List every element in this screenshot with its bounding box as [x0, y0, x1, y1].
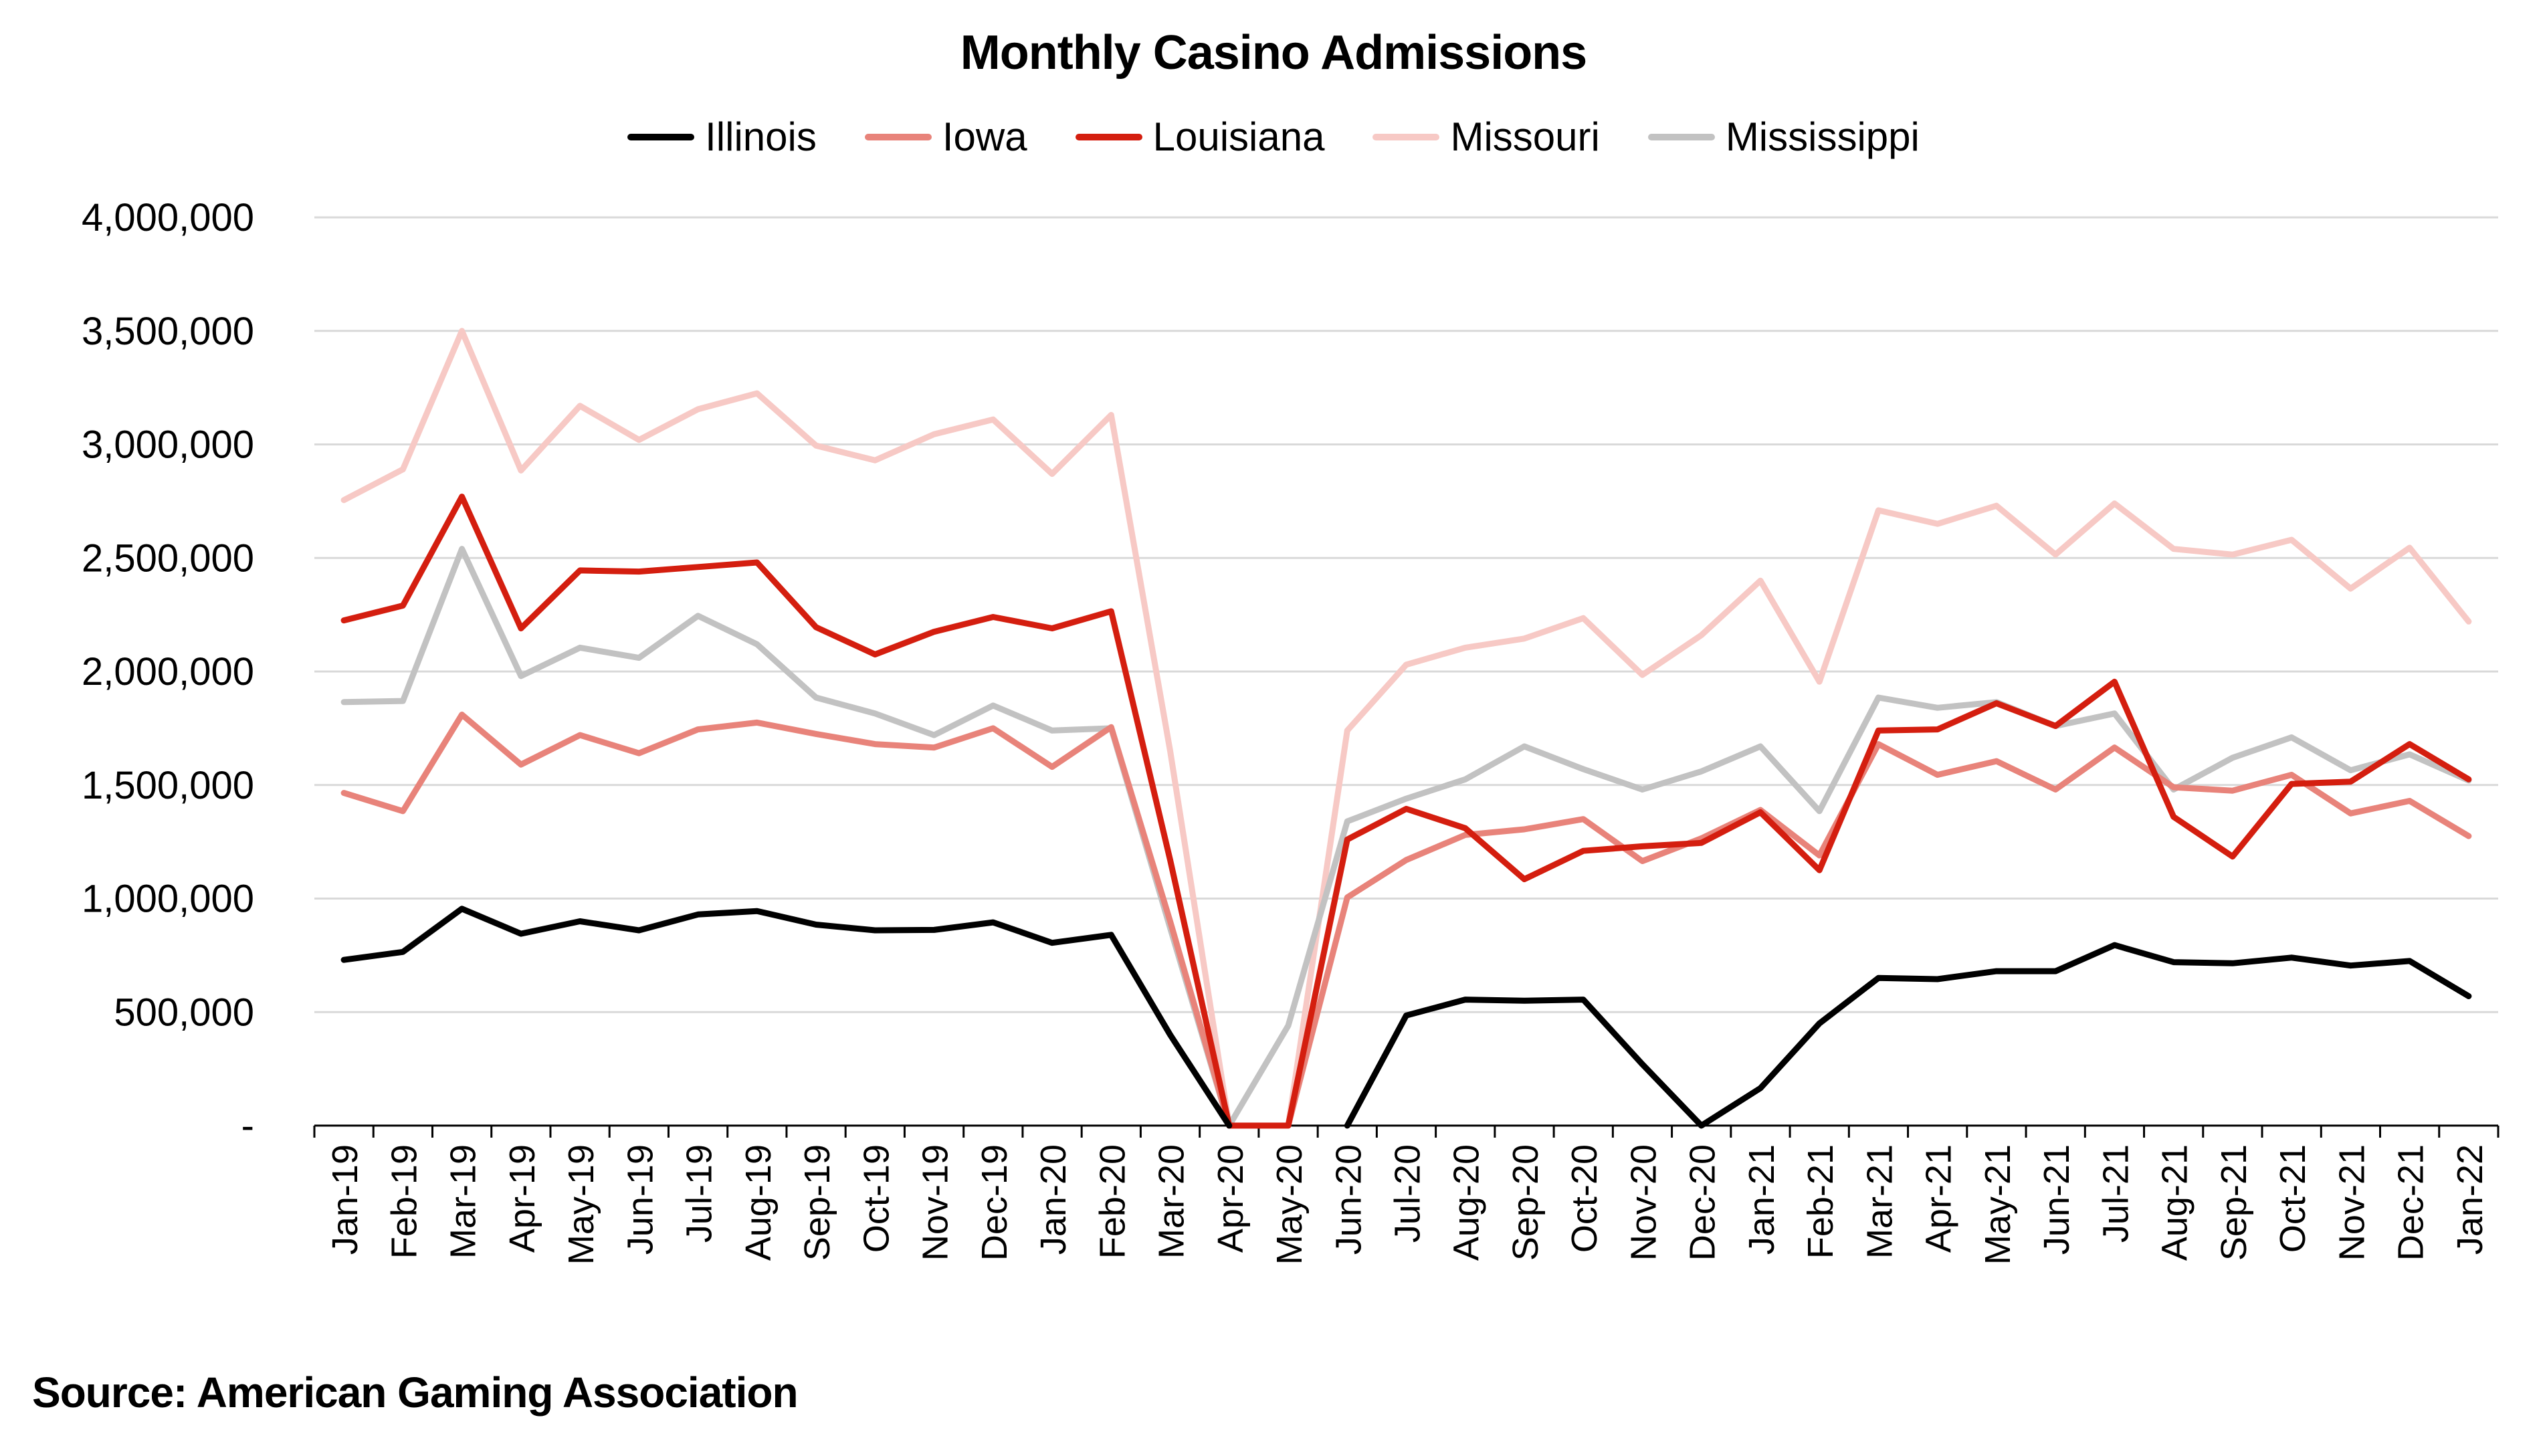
series-line-illinois: [340, 906, 2472, 1129]
chart-title: Monthly Casino Admissions: [960, 26, 1587, 80]
legend-swatch-iowa: [864, 133, 932, 140]
x-tick-label: Mar-21: [1859, 1144, 1900, 1259]
x-tick-label: May-20: [1269, 1144, 1310, 1265]
x-tick-label: Sep-20: [1506, 1144, 1546, 1261]
x-tick-label: Mar-19: [443, 1144, 484, 1259]
x-tick-label: Apr-21: [1919, 1144, 1959, 1253]
x-tick-label: Jul-21: [2096, 1144, 2136, 1243]
x-tick-label: Jan-21: [1742, 1144, 1782, 1255]
legend-label-illinois: Illinois: [705, 114, 817, 159]
x-tick-label: Apr-20: [1211, 1144, 1251, 1253]
legend-item-illinois: Illinois: [627, 114, 817, 160]
y-tick-label: 3,000,000: [82, 423, 254, 467]
legend-item-louisiana: Louisiana: [1075, 114, 1325, 160]
y-tick-label: 1,500,000: [82, 764, 254, 807]
x-tick-label: Aug-21: [2155, 1144, 2195, 1261]
x-tick-label: Nov-21: [2332, 1144, 2372, 1261]
x-tick-label: Aug-19: [738, 1144, 779, 1261]
legend-swatch-illinois: [627, 133, 695, 140]
x-tick-label: Jan-22: [2450, 1144, 2490, 1255]
x-tick-label: Oct-19: [856, 1144, 896, 1253]
x-tick-label: Aug-20: [1447, 1144, 1487, 1261]
x-tick-label: Dec-19: [975, 1144, 1015, 1261]
x-tick-label: May-19: [561, 1144, 601, 1265]
y-tick-label: 3,500,000: [82, 310, 254, 353]
x-tick-label: Jul-19: [680, 1144, 720, 1243]
legend-label-missouri: Missouri: [1450, 114, 1600, 159]
x-tick-label: Feb-19: [384, 1144, 424, 1259]
x-tick-label: Dec-20: [1683, 1144, 1723, 1261]
legend-item-missouri: Missouri: [1372, 114, 1600, 160]
legend-swatch-missouri: [1372, 133, 1440, 140]
x-tick-label: Nov-20: [1623, 1144, 1663, 1261]
x-tick-label: Mar-20: [1152, 1144, 1192, 1259]
legend-label-mississippi: Mississippi: [1725, 114, 1920, 159]
y-tick-label: -: [241, 1104, 254, 1148]
legend-item-iowa: Iowa: [864, 114, 1027, 160]
x-tick-label: Feb-20: [1092, 1144, 1132, 1259]
x-tick-label: Jul-20: [1388, 1144, 1428, 1243]
y-tick-label: 2,500,000: [82, 536, 254, 580]
legend-swatch-louisiana: [1075, 133, 1142, 140]
y-tick-label: 2,000,000: [82, 650, 254, 694]
x-tick-label: Oct-21: [2273, 1144, 2313, 1253]
x-tick-label: Jan-19: [325, 1144, 365, 1255]
source-note: Source: American Gaming Association: [32, 1368, 799, 1417]
y-tick-label: 1,000,000: [82, 877, 254, 921]
series-line-iowa: [340, 712, 2472, 1129]
x-tick-label: Jun-21: [2037, 1144, 2077, 1255]
legend-label-louisiana: Louisiana: [1152, 114, 1325, 159]
legend-swatch-mississippi: [1647, 133, 1715, 140]
series-line-missouri: [340, 328, 2472, 1129]
x-tick-label: Oct-20: [1564, 1144, 1605, 1253]
legend-item-mississippi: Mississippi: [1647, 114, 1920, 160]
legend: Illinois Iowa Louisiana Missouri Mississ…: [0, 114, 2547, 160]
x-tick-label: Jun-19: [620, 1144, 660, 1255]
x-tick-label: Nov-19: [916, 1144, 956, 1261]
y-tick-label: 4,000,000: [82, 196, 254, 239]
x-tick-label: Dec-21: [2391, 1144, 2431, 1261]
x-tick-label: Sep-21: [2214, 1144, 2254, 1261]
x-tick-label: Jun-20: [1328, 1144, 1368, 1255]
x-tick-label: Sep-19: [797, 1144, 837, 1261]
x-tick-label: May-21: [1978, 1144, 2018, 1265]
legend-label-iowa: Iowa: [942, 114, 1027, 159]
series-line-louisiana: [340, 494, 2472, 1129]
y-tick-label: 500,000: [114, 991, 254, 1034]
x-tick-label: Apr-19: [502, 1144, 542, 1253]
series-line-mississippi: [340, 546, 2472, 1129]
x-tick-label: Jan-20: [1033, 1144, 1074, 1255]
x-tick-label: Feb-21: [1801, 1144, 1841, 1259]
